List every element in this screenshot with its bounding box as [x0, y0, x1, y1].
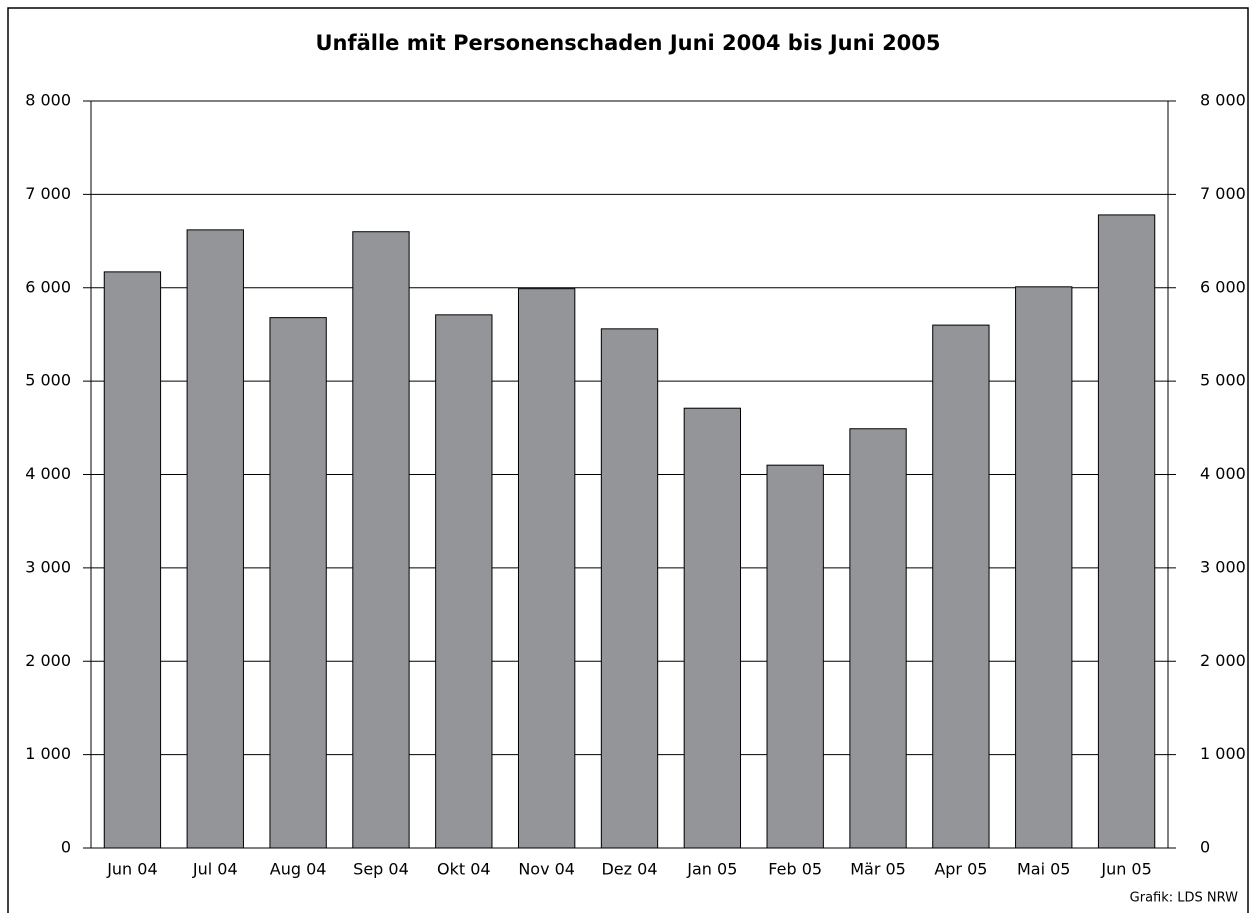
y-tick-label: 3 000 — [25, 557, 71, 576]
y2-tick-label: 3 000 — [1200, 557, 1246, 576]
x-tick-label: Jan 05 — [686, 860, 737, 879]
bar — [517, 288, 576, 849]
bar — [683, 407, 742, 849]
y2-tick-label: 5 000 — [1200, 371, 1246, 390]
y2-tick-label: 2 000 — [1200, 651, 1246, 670]
source-note: Grafik: LDS NRW — [1130, 891, 1238, 906]
bar — [600, 328, 659, 849]
y-tick-label: 4 000 — [25, 464, 71, 483]
bar — [186, 229, 244, 849]
x-tick-label: Feb 05 — [768, 860, 822, 879]
x-tick-label: Jun 05 — [1100, 860, 1151, 879]
bar — [352, 231, 410, 849]
bar — [1097, 214, 1156, 849]
bar — [435, 314, 493, 849]
x-tick-label: Mai 05 — [1017, 860, 1071, 879]
x-tick-label: Jun 04 — [106, 860, 157, 879]
x-tick-label: Aug 04 — [270, 860, 327, 879]
y2-tick-label: 6 000 — [1200, 277, 1246, 296]
x-tick-label: Apr 05 — [934, 860, 987, 879]
y2-tick-label: 1 000 — [1200, 744, 1246, 763]
bar — [766, 464, 824, 849]
bar — [932, 324, 990, 849]
y-tick-label: 7 000 — [25, 184, 71, 203]
y-tick-label: 8 000 — [25, 91, 71, 110]
y2-tick-label: 7 000 — [1200, 184, 1246, 203]
bar — [1015, 286, 1073, 849]
x-tick-label: Okt 04 — [437, 860, 491, 879]
bar — [849, 428, 907, 849]
bar — [103, 271, 162, 849]
x-tick-label: Jul 04 — [192, 860, 238, 879]
chart-title: Unfälle mit Personenschaden Juni 2004 bi… — [315, 31, 940, 55]
x-tick-label: Mär 05 — [850, 860, 906, 879]
x-tick-label: Nov 04 — [518, 860, 575, 879]
frame — [7, 7, 1249, 913]
bar — [269, 317, 327, 849]
y2-tick-label: 8 000 — [1200, 91, 1246, 110]
y-tick-label: 1 000 — [25, 744, 71, 763]
y-tick-label: 0 — [61, 838, 71, 857]
y2-tick-label: 4 000 — [1200, 464, 1246, 483]
y2-tick-label: 0 — [1200, 838, 1210, 857]
y-tick-label: 2 000 — [25, 651, 71, 670]
x-tick-label: Dez 04 — [601, 860, 657, 879]
y-tick-label: 6 000 — [25, 277, 71, 296]
y-tick-label: 5 000 — [25, 371, 71, 390]
x-tick-label: Sep 04 — [353, 860, 409, 879]
